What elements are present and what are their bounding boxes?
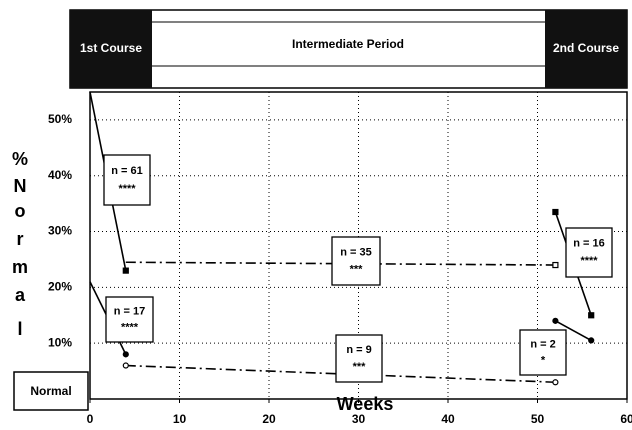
annotation-text: **** — [121, 322, 139, 334]
annotation-box — [519, 329, 567, 376]
y-tick-label: 10% — [48, 335, 72, 349]
annotation-box — [331, 236, 381, 286]
marker — [588, 337, 595, 344]
annotation-text: n = 17 — [114, 305, 146, 317]
second-course-box — [545, 10, 627, 88]
header-right: 2nd Course — [553, 41, 619, 55]
plot-frame — [89, 91, 628, 400]
marker — [122, 362, 129, 369]
y-tick-label: 40% — [48, 168, 72, 182]
marker — [552, 317, 559, 324]
annotation-box — [565, 227, 613, 278]
annotation-text: * — [541, 355, 546, 367]
y-axis-label: l — [17, 319, 22, 339]
annotation-text: **** — [118, 183, 136, 195]
marker — [552, 379, 559, 386]
annotation-box — [335, 334, 383, 383]
first-course-box — [70, 10, 152, 88]
y-axis-label: o — [15, 201, 26, 221]
annotation-text: n = 9 — [346, 344, 371, 356]
marker — [122, 351, 129, 358]
annotation-text: **** — [580, 255, 598, 267]
x-axis-label: Weeks — [337, 394, 394, 414]
annotation-box — [103, 154, 151, 206]
annotation-text: *** — [350, 264, 364, 276]
y-axis-label: N — [14, 176, 27, 196]
annotation-box — [105, 296, 154, 343]
annotation-text: *** — [353, 361, 367, 373]
y-tick-label: 50% — [48, 112, 72, 126]
marker — [588, 312, 595, 319]
marker — [552, 261, 559, 269]
annotation-text: n = 16 — [573, 238, 605, 250]
normal-box — [13, 371, 89, 411]
x-tick-label: 40 — [441, 412, 455, 426]
annotation-text: n = 2 — [530, 338, 555, 350]
y-axis-label: m — [12, 257, 28, 277]
x-tick-label: 30 — [352, 412, 366, 426]
annotation-text: n = 35 — [340, 246, 372, 258]
header-middle: Intermediate Period — [292, 37, 404, 51]
x-tick-label: 0 — [87, 412, 94, 426]
line — [555, 320, 592, 342]
y-axis-label: a — [15, 285, 26, 305]
y-tick-label: 20% — [48, 280, 72, 294]
header-frame — [69, 9, 628, 89]
marker — [122, 267, 129, 274]
y-axis-label: r — [16, 229, 23, 249]
x-tick-label: 10 — [173, 412, 187, 426]
normal-label: Normal — [30, 384, 71, 398]
header-left: 1st Course — [80, 41, 142, 55]
marker — [552, 208, 559, 216]
x-tick-label: 50 — [531, 412, 545, 426]
y-axis-label: % — [12, 149, 28, 169]
annotation-text: n = 61 — [111, 165, 143, 177]
x-tick-label: 20 — [262, 412, 276, 426]
y-tick-label: 30% — [48, 224, 72, 238]
x-tick-label: 60 — [620, 412, 632, 426]
